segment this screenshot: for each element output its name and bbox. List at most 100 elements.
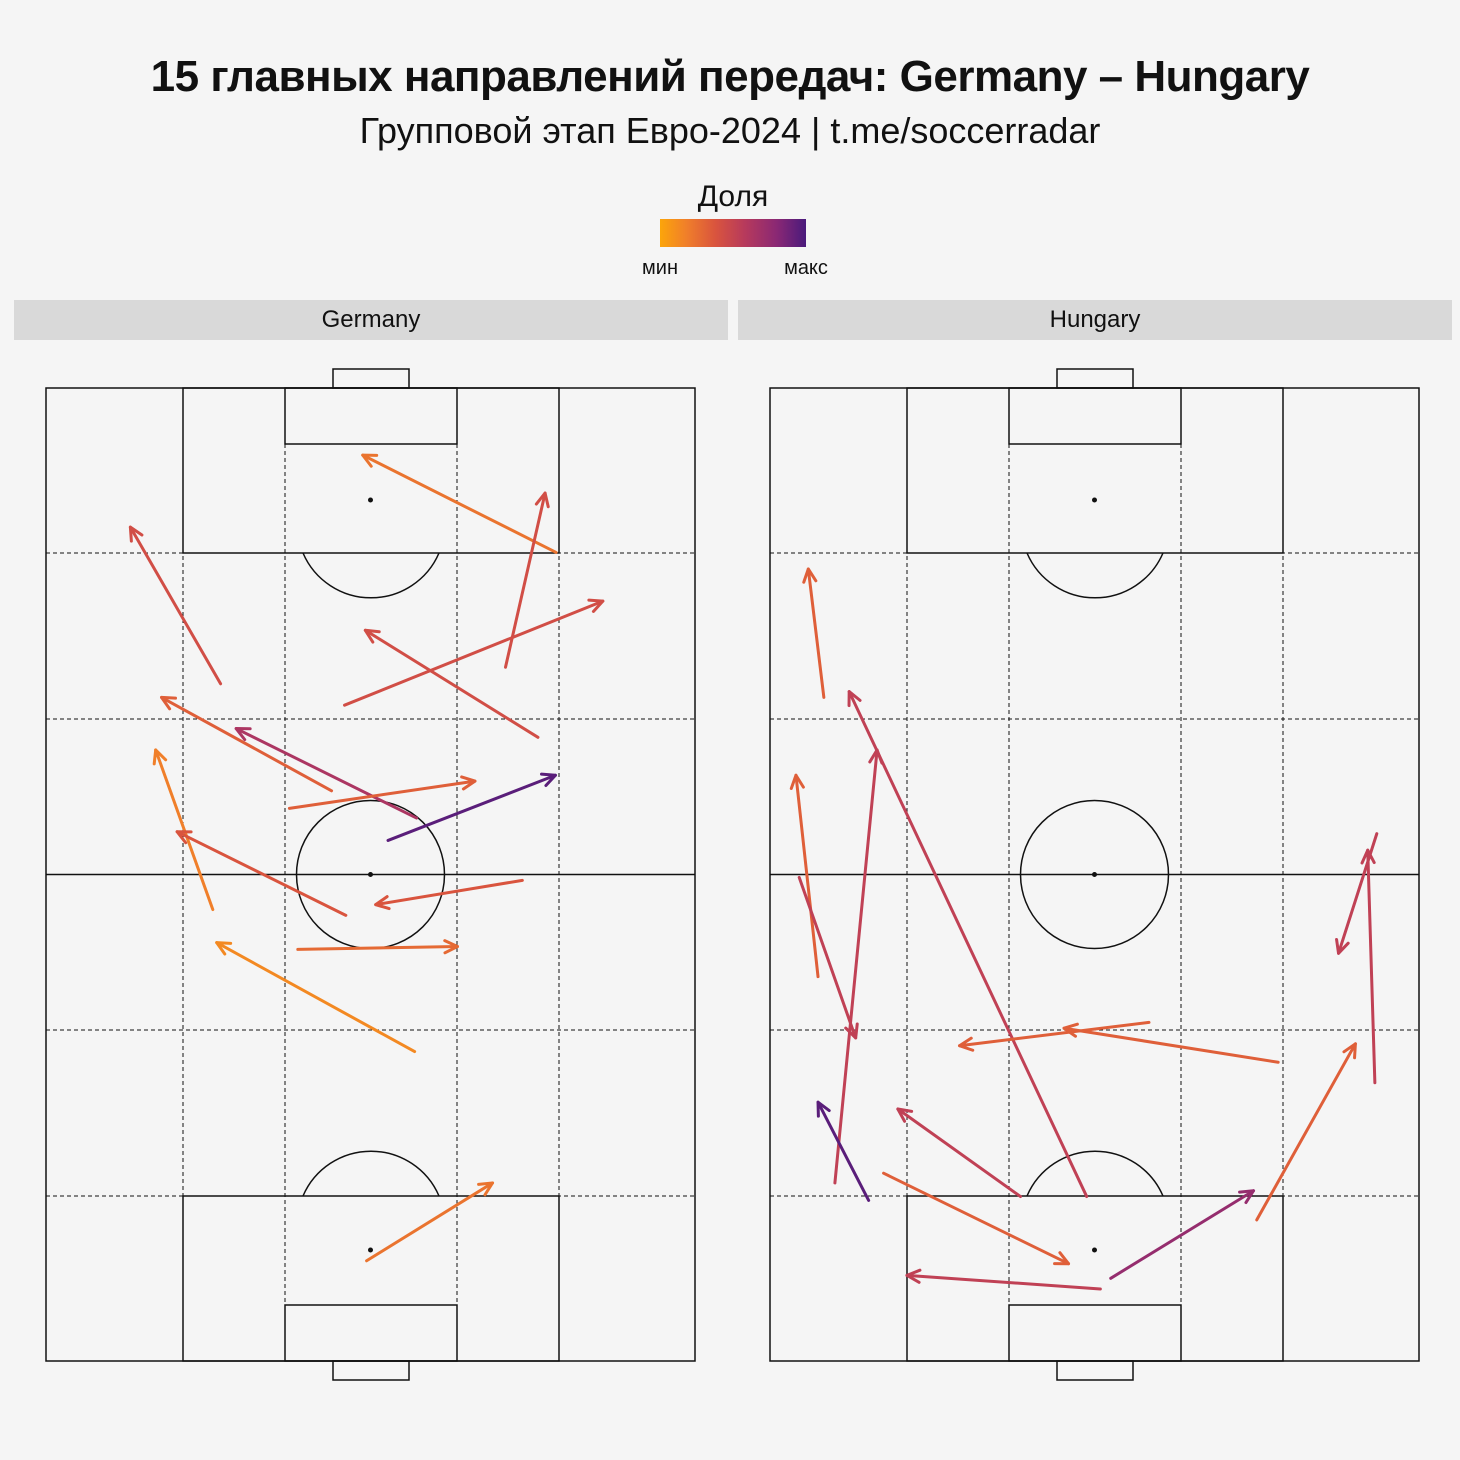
pass-arrow-10 <box>152 748 215 912</box>
pass-arrowhead <box>1342 1042 1357 1060</box>
pass-line <box>365 1181 495 1263</box>
pass-arrow-7 <box>1360 848 1377 1085</box>
center-circle <box>1019 799 1170 950</box>
pass-line <box>287 779 477 810</box>
goal-top <box>1056 368 1134 389</box>
penalty-spot-bottom <box>368 1247 373 1253</box>
pitch-germany <box>45 368 696 1381</box>
penalty-spot-top <box>368 497 373 503</box>
pass-line <box>361 453 558 554</box>
pass-line <box>882 1171 1071 1266</box>
pass-arrow-6 <box>160 695 334 793</box>
pass-line <box>806 567 826 699</box>
pass-line <box>296 945 459 951</box>
pass-arrowhead <box>868 748 884 765</box>
pass-arrowhead <box>1238 1189 1256 1205</box>
pass-arrowhead <box>540 772 557 788</box>
pass-arrow-4 <box>833 748 884 1185</box>
chart-title: 15 главных направлений передач: Germany … <box>150 52 1310 101</box>
pass-line <box>363 628 540 739</box>
pass-line <box>1255 1042 1357 1222</box>
pass-arrow-8 <box>958 1020 1151 1052</box>
pass-line <box>816 1100 871 1202</box>
legend-max-label: макс <box>784 257 828 279</box>
pass-arrow-1 <box>802 567 826 699</box>
pass-arrow-14 <box>1109 1189 1256 1280</box>
legend-title: Доля <box>697 180 769 213</box>
pass-line <box>797 875 858 1040</box>
pass-line <box>958 1020 1151 1048</box>
pass-arrowhead <box>361 453 379 468</box>
center-spot <box>368 872 373 877</box>
pass-line <box>160 695 334 793</box>
pass-arrowhead <box>905 1268 922 1284</box>
pass-arrowhead <box>152 748 168 766</box>
pass-line <box>1366 848 1377 1085</box>
pass-arrowhead <box>460 775 477 791</box>
pass-arrowhead <box>587 598 605 613</box>
pass-line <box>1062 1026 1280 1064</box>
penalty-area-top <box>906 387 1284 554</box>
six-yard-box-top <box>284 387 458 445</box>
goal-top <box>332 368 410 389</box>
pass-arrow-8 <box>287 775 477 810</box>
penalty-arc-top <box>1026 552 1164 599</box>
pass-line <box>833 748 879 1185</box>
pass-line <box>234 727 419 820</box>
pass-arrow-10 <box>816 1100 871 1202</box>
penalty-arc-bottom <box>1026 1150 1164 1197</box>
legend-min-label: мин <box>642 257 678 279</box>
pass-arrow-15 <box>365 1181 495 1263</box>
pass-arrowhead <box>1062 1022 1079 1038</box>
penalty-arc-bottom <box>302 1150 440 1197</box>
penalty-area-bottom <box>182 1195 560 1362</box>
pass-arrowhead <box>1053 1251 1071 1266</box>
pass-arrowhead <box>844 1022 859 1040</box>
pass-arrowhead <box>802 567 818 584</box>
pass-arrow-12 <box>374 878 524 911</box>
chart-subtitle: Групповой этап Евро-2024 | t.me/soccerra… <box>359 110 1101 151</box>
goal-bottom <box>332 1360 410 1381</box>
pass-arrow-5 <box>363 628 540 739</box>
penalty-arc-top <box>302 552 440 599</box>
pass-arrowhead <box>534 491 550 509</box>
pass-line <box>847 690 1089 1199</box>
pass-arrow-5 <box>797 875 859 1040</box>
pass-line <box>154 748 215 912</box>
pass-arrow-9 <box>1062 1022 1280 1064</box>
pass-arrowhead <box>160 695 178 711</box>
penalty-area-top <box>182 387 560 554</box>
pass-arrowhead <box>374 895 391 911</box>
pass-line <box>343 599 605 707</box>
pass-arrow-12 <box>882 1171 1071 1266</box>
penalty-spot-bottom <box>1092 1247 1097 1253</box>
six-yard-box-top <box>1008 387 1182 445</box>
pass-arrowhead <box>958 1036 975 1052</box>
pass-arrowhead <box>1360 848 1376 865</box>
pass-arrowhead <box>175 830 193 845</box>
pass-arrow-7 <box>234 727 419 820</box>
pass-line <box>794 773 820 979</box>
goal-bottom <box>1056 1360 1134 1381</box>
pass-arrowhead <box>896 1107 914 1123</box>
pass-arrow-11 <box>175 830 348 917</box>
pass-arrowhead <box>215 941 233 956</box>
panel-strip-hungary: Hungary <box>738 300 1452 340</box>
pass-arrow-15 <box>1255 1042 1357 1222</box>
pass-arrow-14 <box>215 941 417 1054</box>
pass-arrow-9 <box>386 772 557 842</box>
pass-arrow-2 <box>361 453 558 554</box>
pass-line <box>374 878 524 907</box>
pass-arrow-3 <box>503 491 550 669</box>
center-spot <box>1092 872 1097 877</box>
pitch-hungary <box>769 368 1420 1381</box>
pass-arrowhead <box>234 727 252 742</box>
pass-arrowhead <box>816 1100 831 1118</box>
pass-arrowhead <box>1335 937 1350 955</box>
pass-line <box>905 1273 1102 1291</box>
pass-arrowhead <box>363 628 381 644</box>
legend-color-bar <box>660 219 806 247</box>
pass-arrow-1 <box>128 525 223 686</box>
six-yard-box-bottom <box>284 1304 458 1362</box>
six-yard-box-bottom <box>1008 1304 1182 1362</box>
